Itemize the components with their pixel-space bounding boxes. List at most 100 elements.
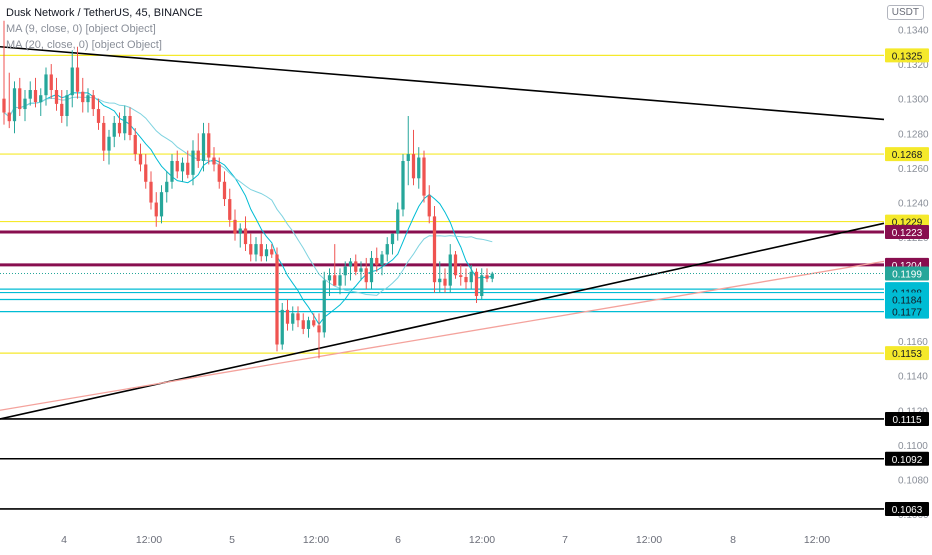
candle-body [107, 136, 111, 151]
candle-body [217, 164, 221, 182]
ma20-legend[interactable]: MA (20, close, 0) [object Object] [6, 39, 162, 51]
candle-body [96, 109, 101, 123]
candle-body [86, 95, 90, 103]
price-tick-label: 0.1320 [898, 60, 929, 71]
candle-body [312, 320, 316, 326]
candle-body [301, 320, 305, 329]
time-tick-label: 5 [229, 534, 235, 546]
candle-body [2, 98, 6, 113]
price-badge-bg [885, 451, 929, 466]
candle-body [60, 103, 64, 116]
candle-body [259, 244, 263, 257]
price-badge-bg [885, 304, 929, 319]
candle-body [138, 154, 143, 165]
symbol-title: Dusk Network / TetherUS, 45, BINANCE [6, 7, 203, 19]
candle-body [464, 276, 468, 283]
candle-body [280, 309, 284, 345]
time-tick-label: 12:00 [303, 534, 329, 546]
currency-button[interactable]: USDT [886, 5, 924, 20]
price-tick-label: 0.1080 [898, 476, 929, 487]
candle-body [44, 74, 48, 96]
candle-body [285, 309, 290, 324]
candle-body [401, 160, 405, 210]
candle-body [480, 275, 484, 297]
candle-body [39, 95, 43, 103]
candle-body [422, 157, 426, 196]
price-tick-label: 0.1340 [898, 25, 929, 36]
price-badge-bg [885, 48, 929, 63]
time-tick-label: 6 [395, 534, 401, 546]
candle-body [375, 257, 379, 265]
candle-body [317, 325, 321, 333]
price-tick-label: 0.1240 [898, 199, 929, 210]
candle-body [154, 202, 158, 217]
candle-body [170, 160, 174, 182]
ma20-line [3, 96, 493, 296]
price-badge-bg [885, 346, 929, 361]
candle-body [249, 244, 253, 255]
candle-body [33, 90, 38, 103]
price-badge-bg [885, 292, 929, 307]
candle-body [448, 254, 452, 286]
price-badge-text: 0.1092 [892, 455, 923, 466]
price-badge-text: 0.1153 [892, 349, 922, 360]
candle-body [270, 249, 274, 255]
price-badge-bg [885, 224, 929, 239]
price-badge-text: 0.1184 [892, 295, 922, 306]
candle-body [411, 154, 416, 179]
candle-body [23, 98, 27, 110]
price-tick-label: 0.1140 [898, 372, 928, 383]
candle-body [485, 275, 489, 279]
candle-body [380, 254, 384, 265]
candle-body [443, 278, 447, 286]
time-tick-label: 12:00 [469, 534, 495, 546]
price-tick-label: 0.1300 [898, 95, 929, 106]
candle-body [264, 249, 269, 257]
candle-body [81, 91, 85, 103]
price-tick-label: 0.1280 [898, 129, 929, 140]
candle-body [254, 244, 258, 255]
trendline-ascending-support [0, 222, 885, 420]
current-price-badge-bg [885, 266, 929, 281]
price-badge-text: 0.1229 [892, 218, 923, 229]
candle-body [354, 261, 358, 272]
candle-body [49, 74, 53, 91]
candle-body [207, 133, 211, 158]
price-badge-text: 0.1204 [892, 261, 923, 272]
candle-body [112, 122, 116, 137]
candle-body [427, 195, 431, 217]
time-tick-label: 12:00 [136, 534, 162, 546]
candle-body [18, 88, 22, 110]
candle-body [364, 268, 368, 283]
candle-body [196, 150, 200, 161]
candle-body [222, 181, 227, 200]
candle-body [490, 273, 494, 279]
candle-body [369, 257, 374, 283]
candle-body [306, 320, 311, 329]
candle-body [75, 67, 80, 92]
candle-body [149, 181, 153, 203]
candle-body [327, 275, 332, 281]
candle-body [453, 254, 458, 276]
candle-body [191, 150, 195, 175]
candle-body [333, 275, 337, 286]
price-badge-text: 0.1325 [892, 51, 923, 62]
candle-body [296, 313, 300, 321]
price-badge-text: 0.1177 [892, 308, 922, 319]
candle-body [275, 254, 279, 345]
ma9-line [3, 92, 493, 326]
price-badge-text: 0.1223 [892, 228, 923, 239]
candle-body [474, 271, 479, 297]
candle-body [322, 280, 326, 333]
candle-body [243, 228, 248, 245]
trendline-ascending-support-2 [0, 260, 885, 411]
time-tick-label: 12:00 [804, 534, 830, 546]
candle-body [238, 228, 242, 234]
price-badge-bg [885, 147, 929, 162]
price-tick-label: 0.1260 [898, 164, 929, 175]
candle-body [144, 164, 148, 182]
ma9-legend[interactable]: MA (9, close, 0) [object Object] [6, 23, 156, 35]
candle-body [102, 122, 106, 151]
